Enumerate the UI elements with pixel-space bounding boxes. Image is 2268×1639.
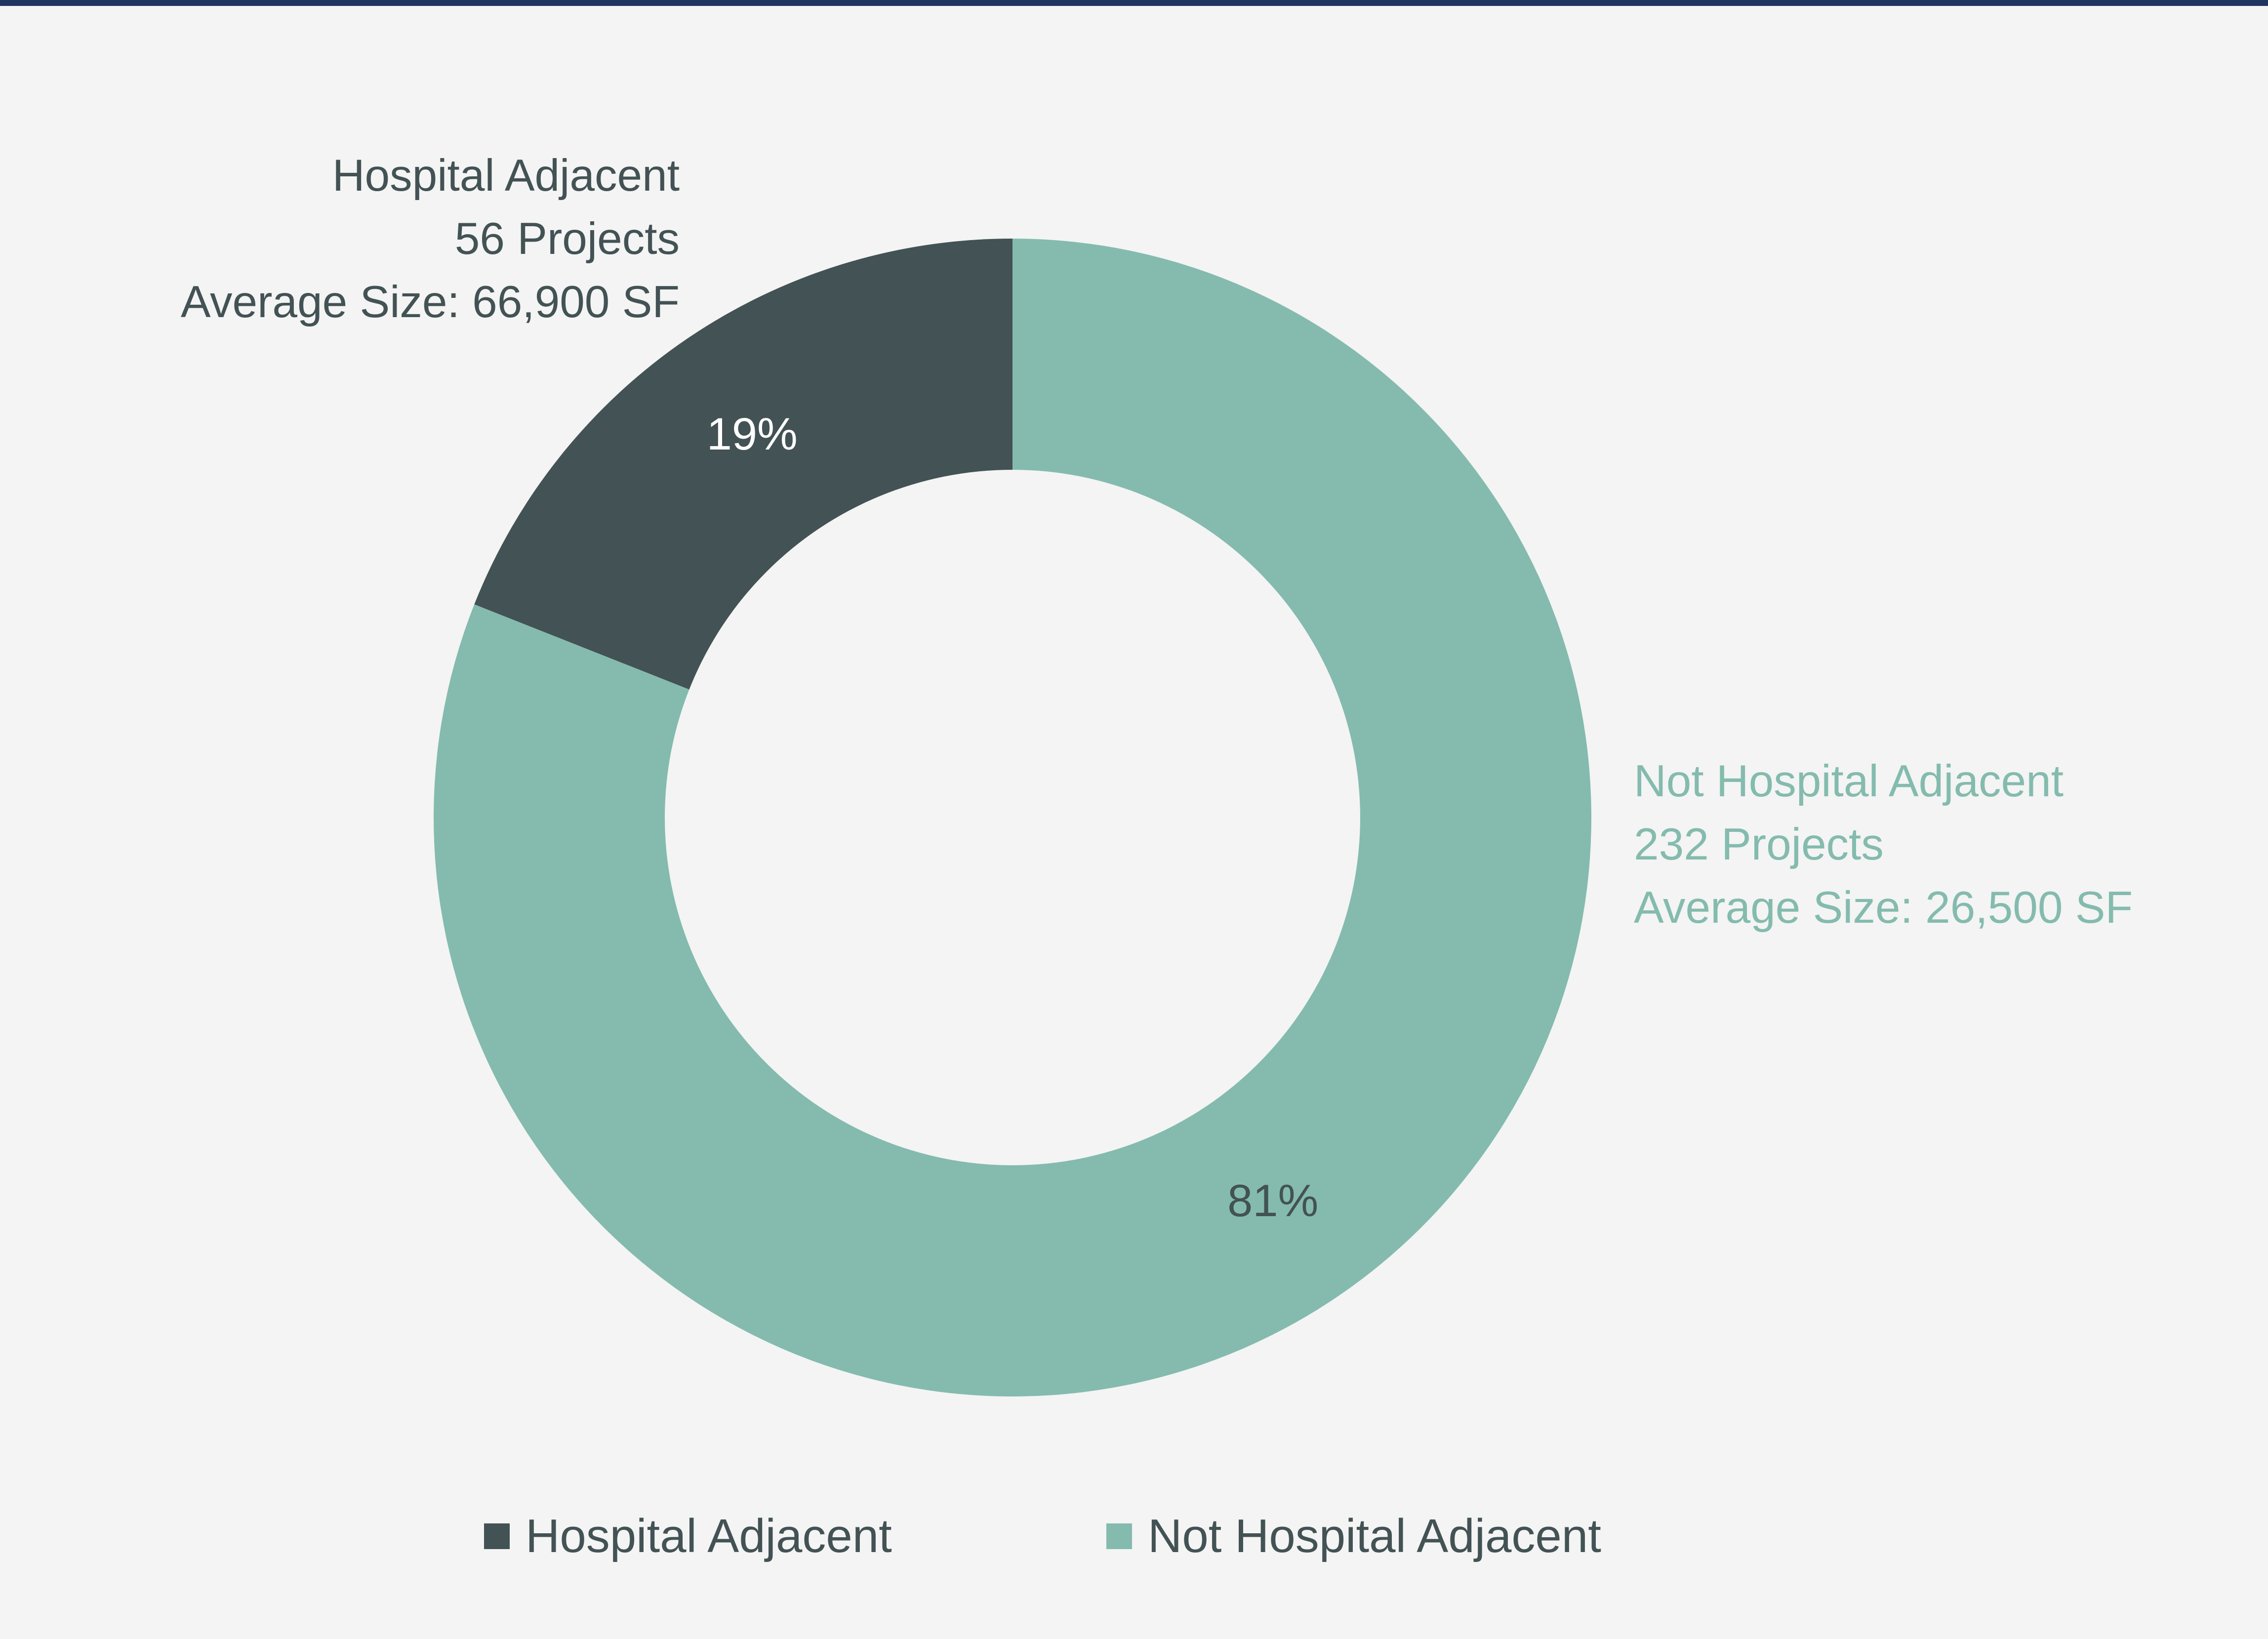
- slice-value-label: 19%: [707, 409, 798, 459]
- legend-label: Not Hospital Adjacent: [1148, 1510, 1601, 1562]
- legend-item-not-hospital-adjacent: Not Hospital Adjacent: [1106, 1497, 1601, 1576]
- callout-not-hospital-adjacent: Not Hospital Adjacent 232 Projects Avera…: [1634, 750, 2133, 940]
- callout-average-size: Average Size: 66,900 SF: [180, 277, 680, 327]
- donut-hole: [665, 470, 1360, 1165]
- callout-average-size: Average Size: 26,500 SF: [1634, 883, 2133, 933]
- legend-swatch: [1106, 1523, 1132, 1549]
- legend-swatch: [484, 1523, 510, 1549]
- callout-projects: 56 Projects: [454, 214, 680, 264]
- top-rule: [0, 0, 2268, 6]
- slice-value-label: 81%: [1227, 1176, 1318, 1226]
- legend: Hospital Adjacent Not Hospital Adjacent: [0, 1497, 2268, 1576]
- callout-title: Not Hospital Adjacent: [1634, 756, 2064, 806]
- callout-hospital-adjacent: Hospital Adjacent 56 Projects Average Si…: [181, 144, 680, 334]
- callout-title: Hospital Adjacent: [332, 151, 680, 201]
- legend-item-hospital-adjacent: Hospital Adjacent: [484, 1497, 892, 1576]
- legend-label: Hospital Adjacent: [526, 1510, 892, 1562]
- callout-projects: 232 Projects: [1634, 820, 1884, 869]
